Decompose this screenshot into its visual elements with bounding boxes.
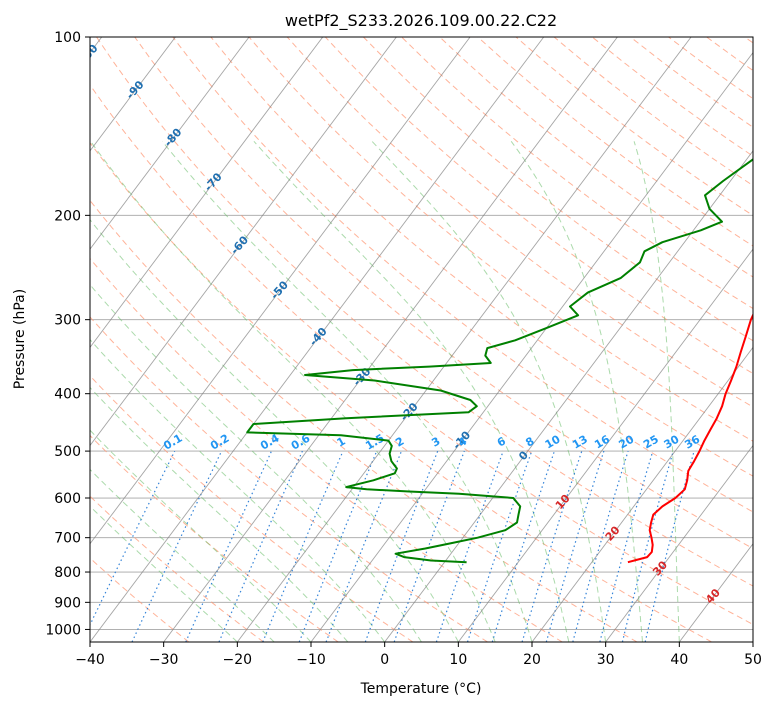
x-tick-label: −10 <box>296 652 326 668</box>
dry-adiabat-line <box>90 142 712 642</box>
x-tick-label: 10 <box>449 652 467 668</box>
moist-adiabat-line <box>90 338 386 642</box>
y-tick-label: 1000 <box>45 622 81 638</box>
moist-adiabat-line <box>161 140 533 642</box>
x-axis: −40 −30 −20 −10 0 10 20 30 40 50 <box>75 642 762 668</box>
isotherm-line <box>90 37 545 642</box>
mixing-ratio-line <box>325 450 403 642</box>
dry-adiabat-line <box>90 84 753 625</box>
isotherm-line <box>605 444 753 642</box>
moist-adiabat-line <box>90 218 459 642</box>
y-axis-title: Pressure (hPa) <box>12 289 28 389</box>
profile-series <box>246 158 753 564</box>
mixing-ratio-line <box>521 450 583 642</box>
isotherm-line <box>90 37 250 250</box>
y-tick-label: 500 <box>54 444 81 460</box>
x-tick-label: 30 <box>597 652 615 668</box>
moist-adiabat-line <box>253 140 570 642</box>
y-tick-label: 600 <box>54 491 81 507</box>
y-tick-label: 900 <box>54 595 81 611</box>
moist-adiabat-line <box>371 140 607 642</box>
mixing-ratio-line <box>90 450 176 627</box>
moist-adiabat-line <box>90 283 422 642</box>
dewpoint-profile-line <box>246 158 753 564</box>
mixing-ratio-line <box>466 450 533 642</box>
dry-adiabat-label: -100 <box>72 42 100 71</box>
moist-adiabat-line <box>90 141 496 642</box>
isotherm-line <box>163 37 618 642</box>
dry-adiabat-line <box>172 37 753 513</box>
temperature-profile-line <box>627 312 753 564</box>
isotherm-line <box>90 37 397 447</box>
x-tick-label: −40 <box>75 652 105 668</box>
isotherm-line <box>90 37 176 152</box>
moist-adiabat-lines <box>90 140 680 642</box>
dry-adiabat-line <box>210 37 753 477</box>
dry-adiabat-line <box>96 37 753 587</box>
y-axis: 100 200 300 400 500 600 700 800 900 1000 <box>45 30 90 638</box>
mixing-ratio-line <box>364 450 439 642</box>
mixing-ratio-line <box>572 450 629 642</box>
x-tick-label: −30 <box>149 652 179 668</box>
dry-adiabat-line <box>90 375 414 642</box>
isotherm-line <box>531 346 753 642</box>
x-tick-label: −20 <box>223 652 253 668</box>
y-tick-label: 200 <box>54 208 81 224</box>
y-tick-label: 400 <box>54 387 81 403</box>
isotherm-line <box>310 51 753 642</box>
y-tick-label: 700 <box>54 531 81 547</box>
dry-adiabat-line <box>401 37 753 310</box>
dry-adiabat-line <box>90 257 563 642</box>
x-tick-label: 20 <box>523 652 541 668</box>
x-axis-title: Temperature (°C) <box>360 681 482 697</box>
dry-adiabat-lines <box>90 37 753 642</box>
plot-frame <box>89 36 754 643</box>
x-tick-label: 50 <box>744 652 762 668</box>
moist-adiabat-line <box>90 386 349 642</box>
x-tick-label: 40 <box>670 652 688 668</box>
moist-adiabat-line <box>510 141 643 642</box>
dry-adiabat-line <box>248 37 753 442</box>
isotherm-grid <box>90 37 753 642</box>
dry-adiabat-line <box>134 37 753 550</box>
isotherm-line <box>236 37 692 642</box>
mixing-ratio-line <box>545 450 605 642</box>
isotherm-line <box>90 37 324 349</box>
isotherm-line <box>457 248 753 642</box>
y-tick-label: 300 <box>54 313 81 329</box>
x-tick-label: 0 <box>380 652 389 668</box>
dry-adiabat-line <box>90 199 638 642</box>
isotherm-line <box>90 37 471 545</box>
y-tick-label: 800 <box>54 565 81 581</box>
dry-adiabat-line <box>363 37 753 342</box>
plot-area: -100-90-80-70-60-50-40-30-20-10010203040… <box>72 37 753 642</box>
chart-title: wetPf2_S233.2026.109.00.22.C22 <box>285 11 557 31</box>
y-tick-label: 100 <box>54 30 81 46</box>
